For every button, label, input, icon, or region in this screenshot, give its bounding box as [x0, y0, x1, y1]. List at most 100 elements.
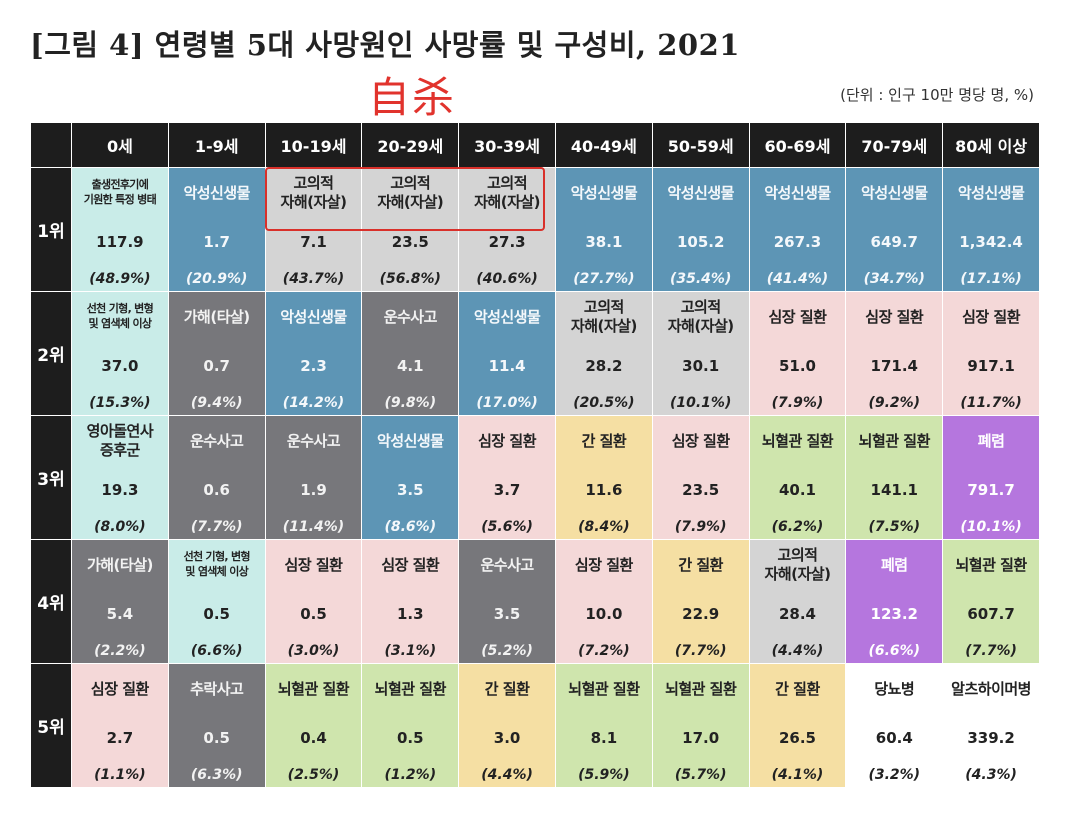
- share-percent: (17.0%): [476, 395, 538, 411]
- cause-of-death-table: 0세 1-9세 10-19세 20-29세 30-39세 40-49세 50-5…: [30, 122, 1040, 788]
- death-rate: 1.7: [203, 232, 230, 251]
- cause-label: 뇌혈관 질환: [374, 679, 447, 698]
- cause-label: 간 질환: [775, 679, 820, 698]
- cause-label: 가해(타살): [183, 307, 250, 326]
- death-rate: 11.4: [488, 356, 526, 375]
- header-row: 0세 1-9세 10-19세 20-29세 30-39세 40-49세 50-5…: [30, 122, 1040, 168]
- cause-label: 고의적 자해(자살): [474, 174, 541, 211]
- table-cell: 악성신생물 1.7 (20.9%): [167, 167, 266, 292]
- death-rate: 10.0: [585, 604, 623, 623]
- table-cell: 가해(타살) 0.7 (9.4%): [167, 291, 266, 416]
- share-percent: (56.8%): [379, 271, 441, 287]
- share-percent: (5.2%): [481, 643, 533, 659]
- cause-label: 악성신생물: [280, 307, 347, 326]
- death-rate: 649.7: [870, 232, 918, 251]
- share-percent: (6.2%): [771, 519, 824, 535]
- table-cell: 영아돌연사 증후군 19.3 (8.0%): [71, 415, 169, 540]
- share-percent: (35.4%): [669, 271, 732, 287]
- death-rate: 2.7: [106, 728, 134, 747]
- share-percent: (5.7%): [674, 767, 727, 783]
- table-cell: 악성신생물 1,342.4 (17.1%): [942, 167, 1040, 292]
- cause-label: 영아돌연사 증후군: [86, 422, 154, 459]
- cause-label: 고의적 자해(자살): [377, 174, 444, 211]
- column-header: 80세 이상: [942, 122, 1040, 168]
- table-cell: 뇌혈관 질환 40.1 (6.2%): [748, 415, 847, 540]
- cause-label: 뇌혈관 질환: [761, 431, 834, 450]
- figure-title: [그림 4] 연령별 5대 사망원인 사망률 및 구성비, 2021: [30, 28, 740, 62]
- unit-note: (단위 : 인구 10만 명당 명, %): [840, 86, 1034, 104]
- table-cell: 선천 기형, 변형 및 염색체 이상 37.0 (15.3%): [71, 291, 169, 416]
- column-header: 0세: [71, 122, 169, 168]
- death-rate: 4.1: [397, 356, 424, 375]
- share-percent: (34.7%): [863, 271, 925, 287]
- cause-label: 고의적 자해(자살): [764, 546, 831, 583]
- death-rate: 3.7: [493, 480, 521, 499]
- share-percent: (9.4%): [190, 395, 243, 411]
- rank-label: 2위: [30, 291, 72, 416]
- death-rate: 26.5: [778, 728, 816, 747]
- rank-label: 3위: [30, 415, 72, 540]
- cause-label: 폐렴: [977, 431, 1005, 450]
- table-cell: 출생전후기에 기원한 특정 병태 117.9 (48.9%): [71, 167, 169, 292]
- rank-label: 5위: [30, 663, 72, 788]
- column-header: 50-59세: [651, 122, 750, 168]
- table-row: 1위 출생전후기에 기원한 특정 병태 117.9 (48.9%) 악성신생물 1.7 (2…: [30, 167, 1040, 292]
- cause-label: 선천 기형, 변형 및 염색체 이상: [86, 302, 154, 330]
- share-percent: (17.1%): [960, 271, 1022, 287]
- share-percent: (2.2%): [94, 643, 146, 659]
- death-rate: 0.5: [203, 604, 230, 623]
- share-percent: (7.7%): [965, 643, 1017, 659]
- share-percent: (11.7%): [960, 395, 1022, 411]
- cause-label: 고의적 자해(자살): [570, 298, 637, 335]
- death-rate: 105.2: [676, 232, 725, 251]
- table-cell: 고의적 자해(자살) 7.1 (43.7%): [264, 167, 363, 292]
- table-cell: 운수사고 4.1 (9.8%): [361, 291, 460, 416]
- death-rate: 1.9: [300, 480, 327, 499]
- share-percent: (41.4%): [766, 271, 829, 287]
- table-cell: 악성신생물 2.3 (14.2%): [264, 291, 363, 416]
- cause-label: 간 질환: [581, 431, 627, 450]
- death-rate: 23.5: [391, 232, 429, 251]
- death-rate: 0.5: [300, 604, 327, 623]
- table-cell: 심장 질환 917.1 (11.7%): [942, 291, 1040, 416]
- cause-label: 악성신생물: [377, 431, 444, 450]
- column-header: 20-29세: [361, 122, 460, 168]
- death-rate: 5.4: [106, 604, 134, 623]
- table-cell: 고의적 자해(자살) 27.3 (40.6%): [458, 167, 556, 292]
- share-percent: (11.4%): [282, 519, 345, 535]
- table-cell: 악성신생물 649.7 (34.7%): [845, 167, 944, 292]
- handwritten-annotation: 自杀: [368, 73, 457, 122]
- share-percent: (6.6%): [190, 643, 243, 659]
- cause-label: 운수사고: [480, 555, 534, 574]
- cause-label: 악성신생물: [861, 183, 928, 202]
- table-cell: 알츠하이머병 339.2 (4.3%): [942, 663, 1040, 788]
- cause-label: 심장 질환: [284, 555, 343, 574]
- cause-label: 알츠하이머병: [951, 679, 1031, 698]
- column-header: 30-39세: [458, 122, 556, 168]
- cause-label: 심장 질환: [574, 555, 633, 574]
- death-rate: 0.4: [300, 728, 327, 747]
- cause-label: 뇌혈관 질환: [858, 431, 931, 450]
- death-rate: 22.9: [682, 604, 720, 623]
- death-rate: 267.3: [773, 232, 822, 251]
- cause-label: 고의적 자해(자살): [667, 298, 734, 335]
- table-cell: 심장 질환 171.4 (9.2%): [845, 291, 944, 416]
- table-cell: 심장 질환 1.3 (3.1%): [361, 539, 460, 664]
- cause-label: 고의적 자해(자살): [280, 174, 347, 211]
- share-percent: (20.5%): [573, 395, 635, 411]
- table-cell: 폐렴 791.7 (10.1%): [942, 415, 1040, 540]
- table-cell: 고의적 자해(자살) 30.1 (10.1%): [651, 291, 750, 416]
- share-percent: (40.6%): [476, 271, 538, 287]
- share-percent: (4.1%): [771, 767, 824, 783]
- death-rate: 38.1: [585, 232, 623, 251]
- column-header: 10-19세: [264, 122, 363, 168]
- share-percent: (1.1%): [94, 767, 146, 783]
- table-cell: 운수사고 3.5 (5.2%): [458, 539, 556, 664]
- death-rate: 28.4: [778, 604, 816, 623]
- cause-label: 심장 질환: [478, 431, 537, 450]
- table-cell: 악성신생물 11.4 (17.0%): [458, 291, 556, 416]
- cause-label: 뇌혈관 질환: [568, 679, 640, 698]
- table-row: 4위 가해(타살) 5.4 (2.2%) 선천 기형, 변형 및 염색체 이상 0.5 (6…: [30, 539, 1040, 664]
- table-body: 1위 출생전후기에 기원한 특정 병태 117.9 (48.9%) 악성신생물 1.7 (2…: [30, 167, 1040, 788]
- cause-label: 운수사고: [286, 431, 341, 450]
